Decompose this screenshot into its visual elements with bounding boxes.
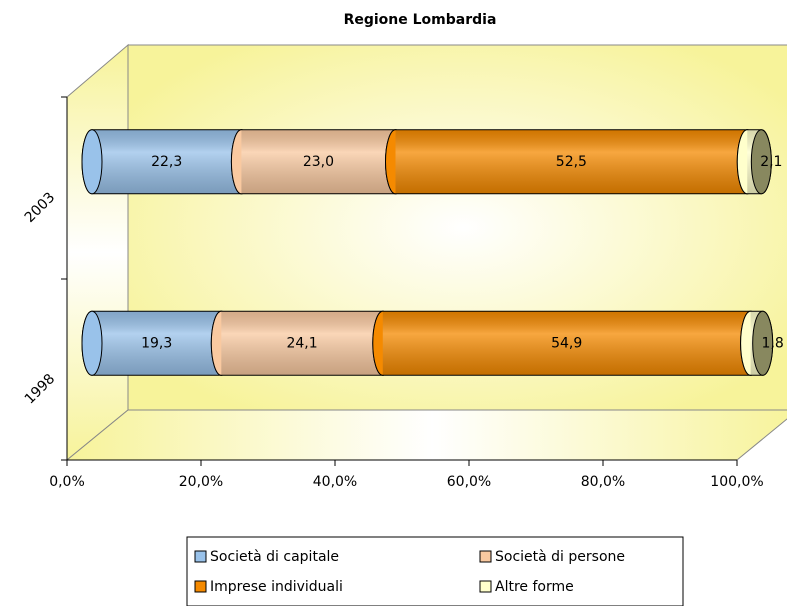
- x-tick-label: 20,0%: [179, 474, 223, 490]
- data-label: 52,5: [556, 154, 587, 170]
- bar-segment: [740, 310, 774, 376]
- data-label: 19,3: [141, 335, 172, 351]
- x-tick-label: 60,0%: [447, 474, 491, 490]
- legend-swatch: [194, 580, 207, 593]
- bar-part: [395, 129, 748, 194]
- legend-label: Società di persone: [495, 549, 625, 565]
- legend-label: Altre forme: [495, 579, 574, 595]
- y-tick-label: 1998: [22, 371, 59, 408]
- side-wall: [66, 43, 129, 462]
- data-label: 23,0: [303, 154, 334, 170]
- x-tick-label: 80,0%: [581, 474, 625, 490]
- floor: [65, 409, 787, 461]
- legend-label: Società di capitale: [210, 549, 339, 565]
- bar-part: [81, 129, 103, 195]
- y-tick-label: 2003: [22, 189, 59, 226]
- data-label: 2,1: [760, 154, 782, 170]
- bar-segment: [210, 310, 394, 376]
- legend-swatch: [479, 580, 492, 593]
- x-tick-label: 0,0%: [49, 474, 85, 490]
- legend-swatch: [479, 550, 492, 563]
- x-tick-label: 100,0%: [710, 474, 763, 490]
- legend: [186, 536, 684, 606]
- legend-swatch: [194, 550, 207, 563]
- bar-part: [752, 310, 774, 376]
- bar-part: [81, 310, 103, 376]
- data-label: 1,8: [762, 335, 784, 351]
- data-label: 22,3: [151, 154, 182, 170]
- bar-part: [241, 129, 396, 194]
- data-label: 24,1: [286, 335, 317, 351]
- data-label: 54,9: [551, 335, 582, 351]
- bar-part: [92, 311, 222, 376]
- x-tick-label: 40,0%: [313, 474, 357, 490]
- bar-part: [750, 129, 772, 195]
- bar-part: [221, 311, 383, 376]
- bar-segment: [736, 129, 772, 195]
- bar-part: [92, 129, 242, 194]
- legend-label: Imprese individuali: [210, 579, 343, 595]
- chart-title: Regione Lombardia: [344, 12, 497, 28]
- bar-part: [382, 311, 751, 376]
